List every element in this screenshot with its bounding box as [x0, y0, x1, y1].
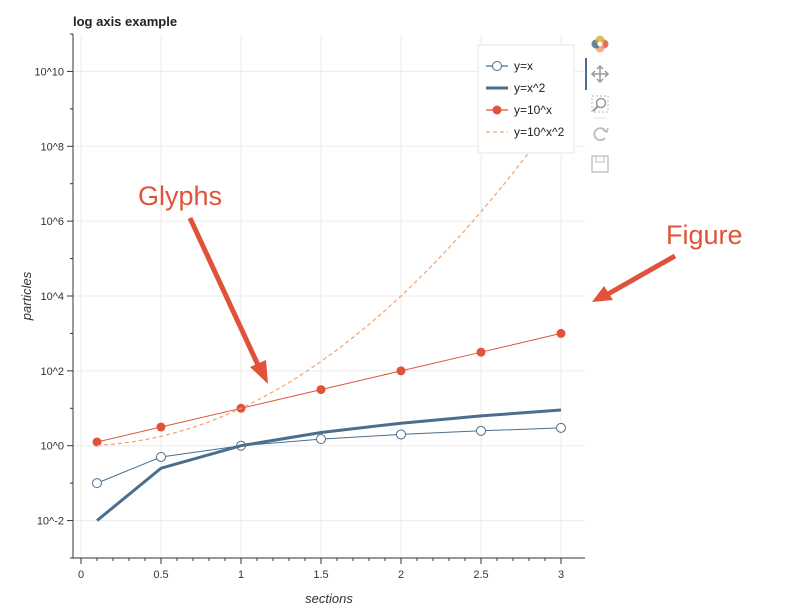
grid [73, 34, 585, 558]
y-tick-label: 10^8 [40, 141, 64, 153]
series-y=x^2 [96, 408, 562, 522]
legend: y=x y=x^2 y=10^x y=10^x^2 [477, 44, 575, 154]
y-tick-label: 10^6 [40, 216, 64, 228]
data-point [476, 347, 486, 357]
x-tick-label: 3 [558, 569, 564, 581]
legend-label: y=10^x^2 [514, 125, 565, 139]
pan-icon[interactable] [590, 64, 610, 84]
zoom-lens [595, 97, 607, 109]
data-point [396, 429, 406, 440]
data-point [92, 437, 102, 447]
series-line [96, 108, 562, 446]
save-shutter [595, 155, 605, 163]
data-point [316, 385, 326, 395]
annotation-figure-arrow-shaft [606, 253, 677, 297]
series-y=10^x [92, 328, 566, 447]
logo-petal [595, 35, 605, 45]
series-line [96, 408, 562, 522]
series-y=10^x^2 [96, 108, 562, 446]
x-tick-label: 1 [238, 569, 244, 581]
legend-item: y=x^2 [486, 81, 546, 95]
logo-center [597, 41, 603, 47]
x-tick-label: 1.5 [313, 569, 328, 581]
series-y=x [92, 422, 566, 489]
zoom-handle [592, 105, 599, 112]
reset-arrowhead [602, 127, 609, 134]
y-tick-label: 10^10 [34, 66, 64, 78]
reset-icon[interactable] [593, 127, 609, 142]
annotation-glyphs-arrow-shaft [187, 216, 261, 367]
x-tick-label: 2.5 [473, 569, 488, 581]
legend-label: y=x^2 [514, 81, 546, 95]
zoom-box [591, 95, 609, 113]
legend-label: y=10^x [514, 103, 552, 117]
annotation-glyphs-arrowhead [250, 360, 268, 384]
y-tick-label: 10^-2 [37, 516, 64, 528]
x-tick-label: 0 [78, 569, 84, 581]
save-body [591, 155, 609, 173]
data-point [556, 422, 566, 433]
bokeh-logo-icon [591, 35, 609, 53]
data-point [476, 425, 486, 436]
zoom-icon[interactable] [591, 95, 609, 113]
y-tick-label: 10^0 [40, 441, 64, 453]
y-tick-label: 10^2 [40, 366, 64, 378]
annotation-glyphs-label: Glyphs [138, 181, 222, 211]
data-point [92, 478, 102, 489]
x-tick-label: 2 [398, 569, 404, 581]
legend-glyph-marker [492, 105, 502, 115]
data-point [156, 451, 166, 462]
legend-glyph-marker [492, 61, 502, 71]
pan-arrows [590, 64, 610, 84]
chart-title: log axis example [73, 14, 177, 29]
annotation-figure-label: Figure [666, 220, 743, 250]
save-icon[interactable] [591, 155, 609, 173]
legend-item: y=10^x^2 [486, 125, 565, 139]
x-axis-label: sections [305, 591, 353, 606]
annotation-figure-arrowhead [592, 286, 613, 302]
x-tick-label: 0.5 [153, 569, 168, 581]
reset-arc [593, 127, 607, 142]
series-layer [92, 108, 566, 522]
data-point [156, 422, 166, 432]
y-tick-label: 10^4 [40, 291, 64, 303]
data-point [316, 434, 326, 445]
legend-item: y=x [486, 59, 533, 73]
data-point [556, 328, 566, 338]
toolbar [585, 35, 610, 173]
annotations: Glyphs Figure [138, 181, 743, 384]
legend-item: y=10^x [486, 103, 552, 117]
data-point [396, 366, 406, 376]
y-axis-label: particles [19, 271, 34, 321]
axes: 0 0.5 1 1.5 2 2.5 3 10^-2 10^0 10^2 10^4 10^6 10^8 10… [34, 33, 585, 581]
legend-label: y=x [514, 59, 533, 73]
